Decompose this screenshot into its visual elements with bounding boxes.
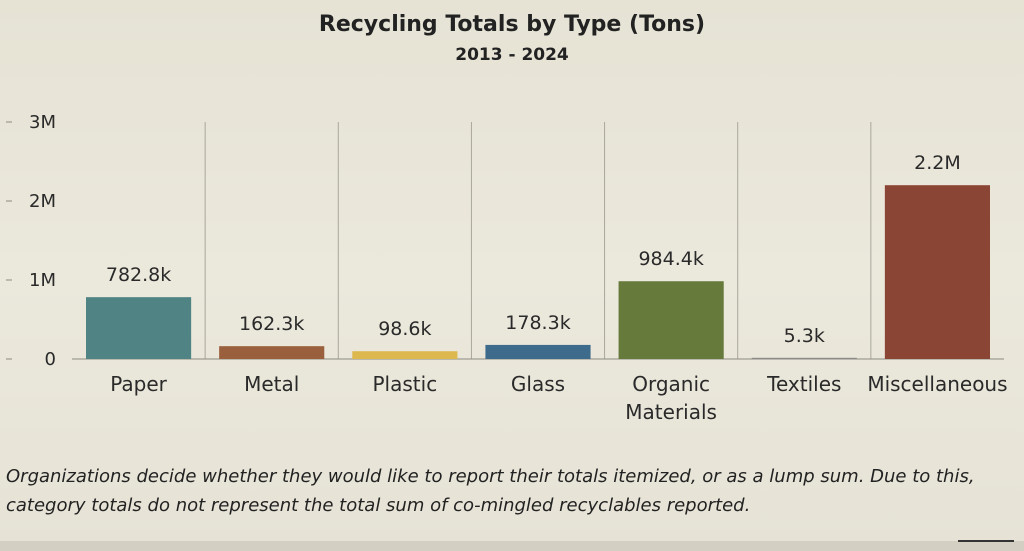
bottom-divider (0, 541, 1024, 551)
category-label: Glass (511, 372, 565, 396)
bar[interactable] (86, 297, 192, 359)
category-label: Materials (625, 400, 717, 424)
bar-chart: 0 1M 2M 3M 782.8k 162.3k 98.6k 178.3k 984.4k 5.3… (6, 112, 1008, 424)
data-label: 984.4k (638, 248, 703, 270)
y-tick-label: 1M (29, 270, 56, 291)
data-label: 98.6k (378, 318, 431, 340)
bars (86, 185, 990, 359)
data-label: 782.8k (106, 264, 171, 286)
scroll-indicator (958, 540, 1014, 542)
y-tick-label: 3M (29, 112, 56, 133)
bar[interactable] (884, 185, 990, 359)
x-axis: Paper Metal Plastic Glass Organic Materials Te… (110, 372, 1007, 424)
bar[interactable] (618, 281, 724, 359)
bar[interactable] (751, 357, 857, 359)
category-label: Plastic (373, 372, 438, 396)
data-label: 2.2M (914, 152, 961, 174)
grid-lines (204, 122, 872, 359)
bar[interactable] (352, 351, 458, 359)
chart-subtitle: 2013 - 2024 (455, 45, 569, 65)
data-label: 5.3k (784, 325, 825, 347)
footnote: Organizations decide whether they would … (6, 466, 975, 516)
category-label: Metal (244, 372, 299, 396)
y-tick-label: 2M (29, 191, 56, 212)
category-label: Textiles (766, 372, 841, 396)
data-label: 178.3k (505, 312, 570, 334)
chart-title: Recycling Totals by Type (Tons) (318, 12, 706, 37)
category-label: Miscellaneous (867, 372, 1007, 396)
category-label: Paper (110, 372, 167, 396)
bar[interactable] (485, 344, 591, 359)
category-label: Organic (632, 372, 710, 396)
data-label: 162.3k (239, 313, 304, 335)
y-tick-label: 0 (45, 349, 56, 370)
data-labels: 782.8k 162.3k 98.6k 178.3k 984.4k 5.3k 2.2M (106, 152, 961, 347)
bar[interactable] (219, 346, 325, 359)
